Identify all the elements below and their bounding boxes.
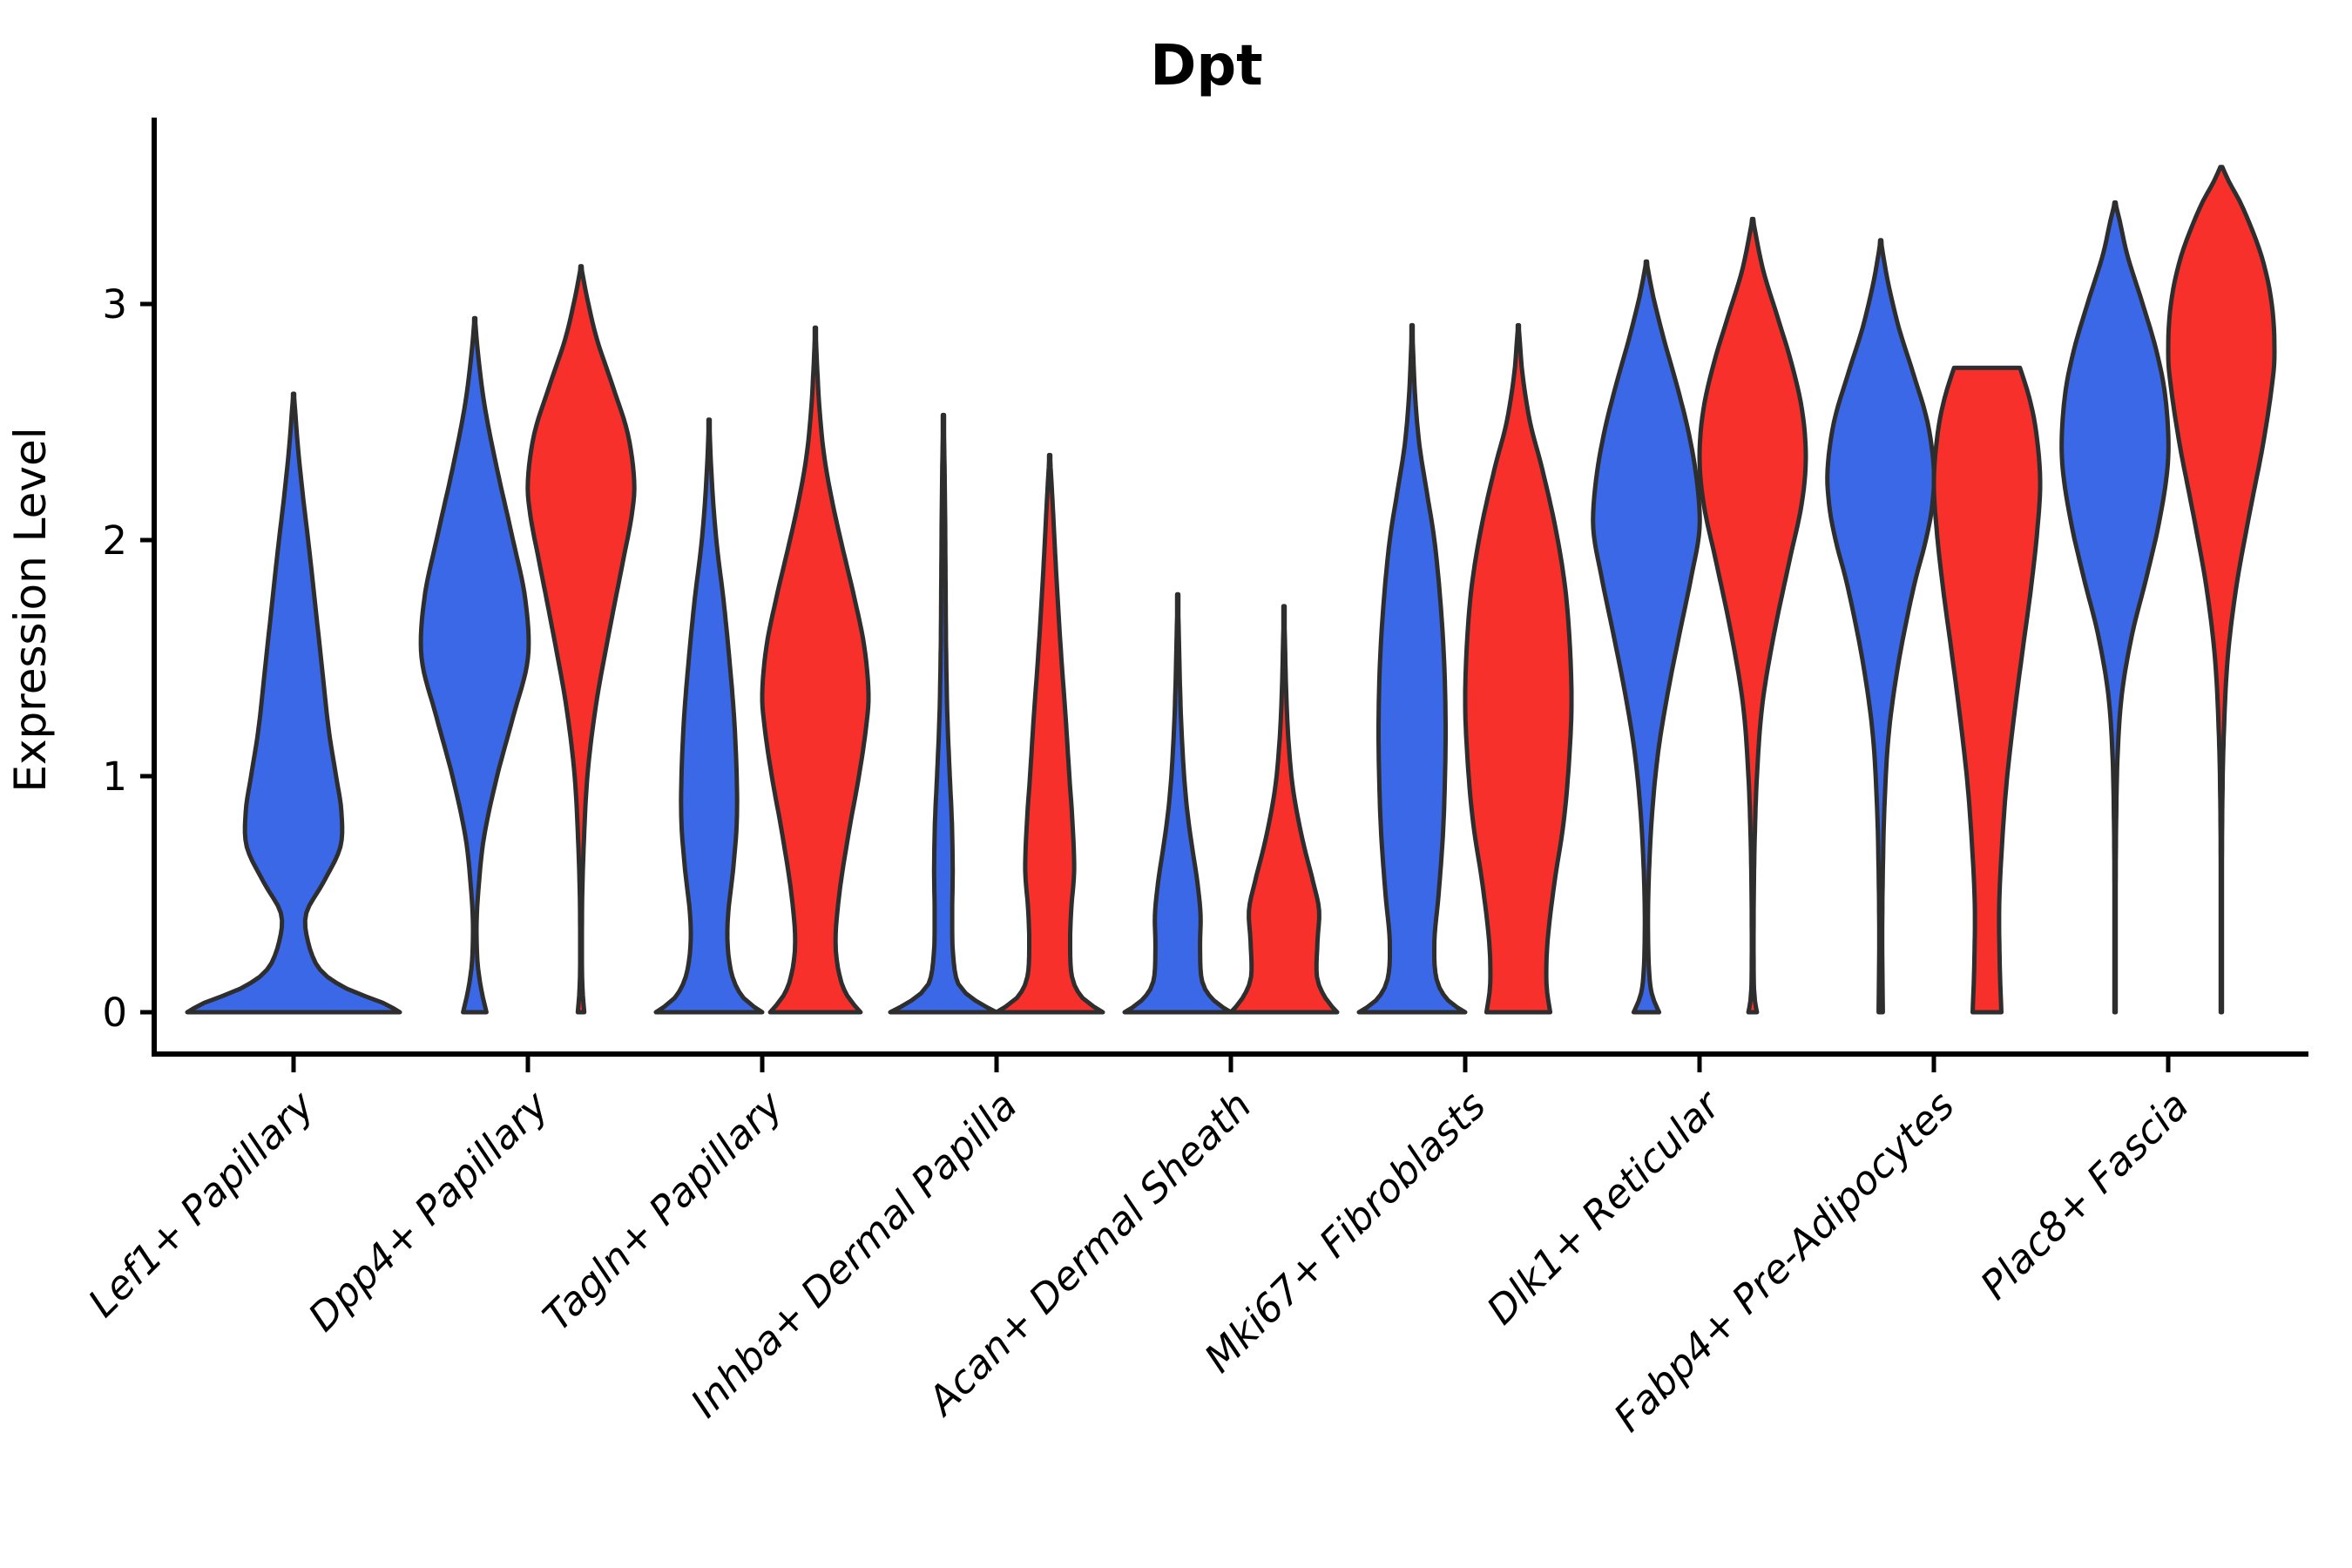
violin-dlk1-reticular-blue bbox=[1591, 259, 1702, 1015]
chart-title: Dpt bbox=[1150, 34, 1263, 98]
violin-plac8-fascia-red bbox=[2166, 165, 2277, 1015]
violin-mki67-fibroblasts-red bbox=[1463, 322, 1574, 1015]
violins-layer bbox=[185, 165, 2277, 1015]
violin-inhba-dermal-papilla-red bbox=[994, 452, 1105, 1015]
violin-acan-dermal-sheath-red bbox=[1228, 604, 1340, 1015]
y-tick-label-3: 3 bbox=[102, 281, 127, 328]
violin-dpp4-papillary-red bbox=[525, 264, 637, 1015]
violin-mki67-fibroblasts-blue bbox=[1356, 322, 1468, 1015]
x-tick-label-lef1-papillary: Lef1+ Papillary bbox=[79, 1081, 324, 1326]
violin-tagln-papillary-blue bbox=[653, 417, 765, 1015]
violin-inhba-dermal-papilla-blue bbox=[888, 412, 999, 1015]
violin-fabp4-pre-adipocytes-red bbox=[1931, 365, 2043, 1015]
violin-fabp4-pre-adipocytes-blue bbox=[1825, 238, 1936, 1015]
y-tick-label-2: 2 bbox=[102, 517, 127, 564]
violin-plac8-fascia-blue bbox=[2059, 200, 2171, 1015]
x-tick-label-dpp4-papillary: Dpp4+ Papillary bbox=[300, 1081, 558, 1340]
violin-tagln-papillary-red bbox=[760, 325, 871, 1015]
x-tick-label-plac8-fascia: Plac8+ Fascia bbox=[1971, 1082, 2198, 1308]
y-axis-label: Expression Level bbox=[5, 427, 56, 792]
violin-dpp4-papillary-blue bbox=[418, 315, 531, 1015]
violin-lef1-papillary-blue bbox=[185, 391, 402, 1015]
violin-dlk1-reticular-red bbox=[1697, 216, 1808, 1015]
y-tick-label-1: 1 bbox=[102, 754, 127, 800]
axes-layer bbox=[140, 118, 2308, 1072]
y-tick-label-0: 0 bbox=[102, 990, 127, 1036]
x-tick-label-tagln-papillary: Tagln+ Papillary bbox=[534, 1081, 793, 1340]
x-tick-label-dlk1-reticular: Dlk1+ Reticular bbox=[1477, 1081, 1730, 1334]
violin-acan-dermal-sheath-blue bbox=[1122, 591, 1233, 1015]
